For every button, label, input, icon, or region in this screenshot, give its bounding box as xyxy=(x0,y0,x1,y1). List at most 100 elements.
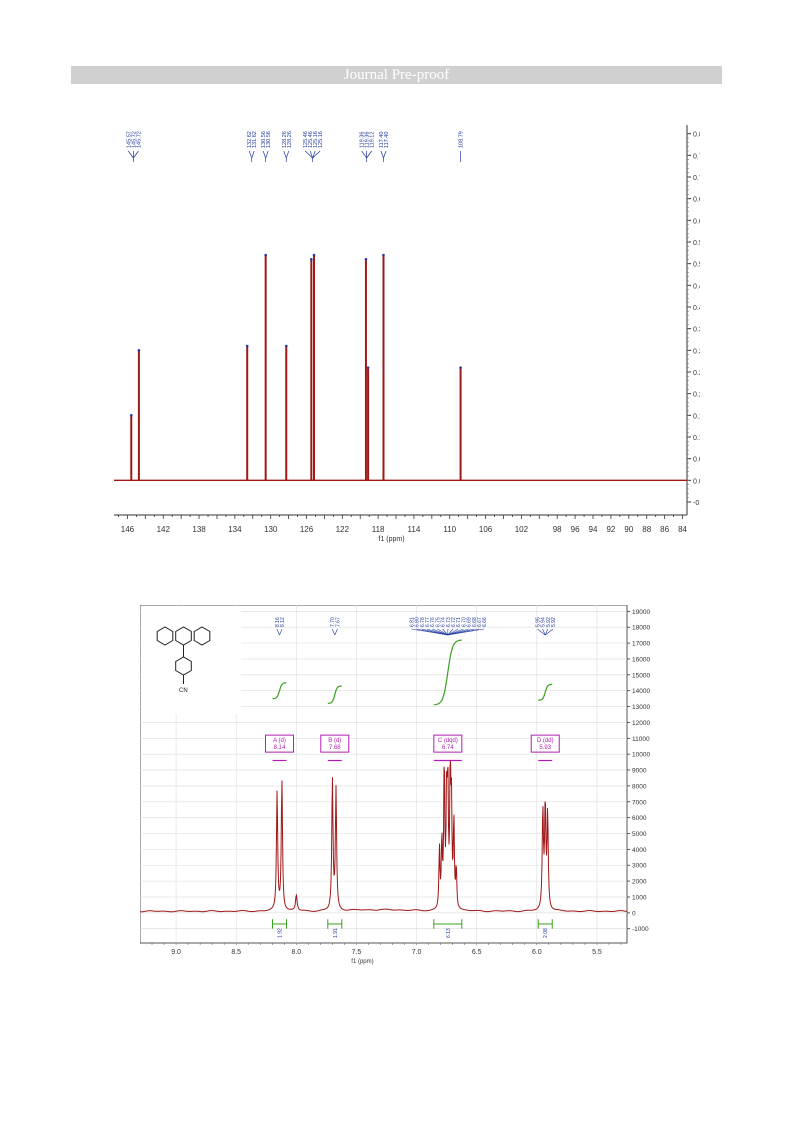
h1-y-tick-label: 11000 xyxy=(632,736,650,743)
multiplet-box xyxy=(433,734,463,753)
c13-peak-label: 119.36 xyxy=(360,132,366,148)
multiplet-box xyxy=(320,734,350,753)
c13-peak-label: 130.56 xyxy=(266,131,272,148)
c13-x-axis-label: f1 (ppm) xyxy=(379,536,405,543)
c13-label-connector xyxy=(361,150,367,159)
c13-label-connector xyxy=(380,150,384,159)
h1-peak-label: 6.81 xyxy=(409,617,415,627)
c13-peak-label: 130.56 xyxy=(261,131,267,148)
c13-y-tick-label: 0.20 xyxy=(693,392,700,399)
h1-label-connector xyxy=(437,628,448,636)
structure-label: CN xyxy=(179,688,188,694)
h1-x-tick-label: 9.0 xyxy=(171,949,181,956)
h1-peak-label: 6.70 xyxy=(461,617,467,627)
multiplet-shift: 5.93 xyxy=(539,745,551,751)
c13-peak-label: 125.46 xyxy=(303,131,309,148)
c13-peak-marker xyxy=(459,366,462,369)
c13-label-connector xyxy=(251,150,255,159)
c13-x-tick-label: 98 xyxy=(553,525,562,534)
h1-label-connector xyxy=(334,628,338,636)
h1-y-tick-label: -1000 xyxy=(632,926,649,933)
h1-x-tick-label: 6.0 xyxy=(532,949,542,956)
integral-curve xyxy=(433,639,462,706)
h1-label-connector xyxy=(542,628,546,636)
h1-y-tick-label: 15000 xyxy=(632,672,650,679)
h1-y-tick-label: 10000 xyxy=(632,752,650,759)
c13-label-connector xyxy=(285,150,290,159)
structure-background xyxy=(141,606,241,714)
multiplet-shift: 7.68 xyxy=(329,745,341,751)
c13-label-connector xyxy=(304,150,313,159)
h1-peak-label: 6.74 xyxy=(441,617,447,627)
c13-x-tick-label: 138 xyxy=(192,525,206,534)
c13-x-tick-label: 114 xyxy=(408,525,421,534)
c13-y-tick-label: -0.05 xyxy=(693,500,700,507)
h1-peak-label: 6.80 xyxy=(415,617,421,627)
c13-peak-label: 125.46 xyxy=(308,131,314,148)
c13-x-tick-label: 102 xyxy=(515,525,529,534)
h1-y-tick-label: 7000 xyxy=(632,799,647,806)
c13-peak-label: 125.16 xyxy=(318,131,324,148)
h1-y-tick-label: 5000 xyxy=(632,831,647,838)
multiplet-label: B (d) xyxy=(328,738,341,744)
h1-label-connector xyxy=(432,628,448,636)
h1-y-tick-label: 6000 xyxy=(632,815,647,822)
c13-peak-marker xyxy=(364,258,368,261)
h1-label-connector xyxy=(447,628,454,636)
h1-label-connector xyxy=(447,628,485,636)
c13-peak-marker xyxy=(312,253,316,257)
c13-y-tick-label: 0.10 xyxy=(693,435,700,442)
h1-y-tick-label: 13000 xyxy=(632,704,650,711)
c13-peak-label: 108.79 xyxy=(459,131,465,148)
h1-x-axis-label: f1 (ppm) xyxy=(351,959,373,965)
h1-peak-label: 6.69 xyxy=(467,617,473,627)
h1-x-tick-label: 8.0 xyxy=(291,949,301,956)
h1-peak-label: 6.75 xyxy=(435,617,441,627)
h1-x-tick-label: 7.5 xyxy=(352,949,362,956)
c13-peak-marker xyxy=(129,414,133,417)
multiplet-c: C (dqd)6.74 6.13 xyxy=(433,639,463,938)
h1-peak-label: 6.76 xyxy=(430,617,436,627)
c13-x-tick-label: 94 xyxy=(589,525,598,534)
c13-label-connector xyxy=(309,150,313,159)
integral-value: 2.08 xyxy=(543,928,549,938)
h1-y-tick-label: 19000 xyxy=(632,609,650,616)
c13-label-connector xyxy=(312,150,321,159)
h1-peak-label: 6.78 xyxy=(420,617,426,627)
h1-peak-label-group: 8.16 8.12 xyxy=(275,617,286,636)
c13-y-tick-label: 0.45 xyxy=(693,283,700,290)
c13-peak-label: 128.26 xyxy=(287,131,293,148)
multiplet-shift: 8.14 xyxy=(274,745,286,751)
c13-label-connector xyxy=(133,150,139,159)
proton-nmr-spectrum: 19000 18000 17000 16000 15000 14000 13000 12000… xyxy=(140,605,650,965)
h1-peak-label: 5.94 xyxy=(541,617,547,627)
h1-label-connector xyxy=(447,628,459,636)
c13-peak-marker xyxy=(137,349,141,352)
journal-banner: Journal Pre-proof xyxy=(71,66,722,84)
c13-x-tick-label: 86 xyxy=(660,525,669,534)
h1-y-tick-label: 4000 xyxy=(632,847,647,854)
h1-label-connector xyxy=(276,628,280,636)
multiplet-label: D (dd) xyxy=(537,738,554,744)
h1-y-tick-label: 14000 xyxy=(632,688,650,695)
multiplet-d: D (dd)5.93 2.08 xyxy=(530,683,560,938)
h1-x-tick-label: 5.5 xyxy=(592,949,602,956)
h1-x-tick-label: 6.5 xyxy=(472,949,482,956)
h1-peak-label: 6.77 xyxy=(425,617,431,627)
c13-label-connector xyxy=(366,150,372,159)
c13-y-tick-label: 0.05 xyxy=(693,457,700,464)
c13-x-tick-label: 122 xyxy=(336,525,350,534)
c13-peak-label: 145.72 xyxy=(136,131,142,148)
multiplet-box xyxy=(530,734,560,753)
c13-x-tick-label: 142 xyxy=(157,525,171,534)
multiplet-label: C (dqd) xyxy=(438,738,458,744)
c13-label-connector xyxy=(128,150,134,159)
c13-x-tick-label: 88 xyxy=(642,525,651,534)
h1-y-tick-label: 12000 xyxy=(632,720,650,727)
c13-peak-label: 145.57 xyxy=(126,131,132,148)
multiplet-box xyxy=(264,734,294,753)
c13-peak-marker xyxy=(284,344,288,348)
h1-y-tick-label: 17000 xyxy=(632,641,650,648)
c13-y-tick-label: 0.00 xyxy=(693,478,700,485)
c13-peak-label: 117.40 xyxy=(379,132,385,148)
